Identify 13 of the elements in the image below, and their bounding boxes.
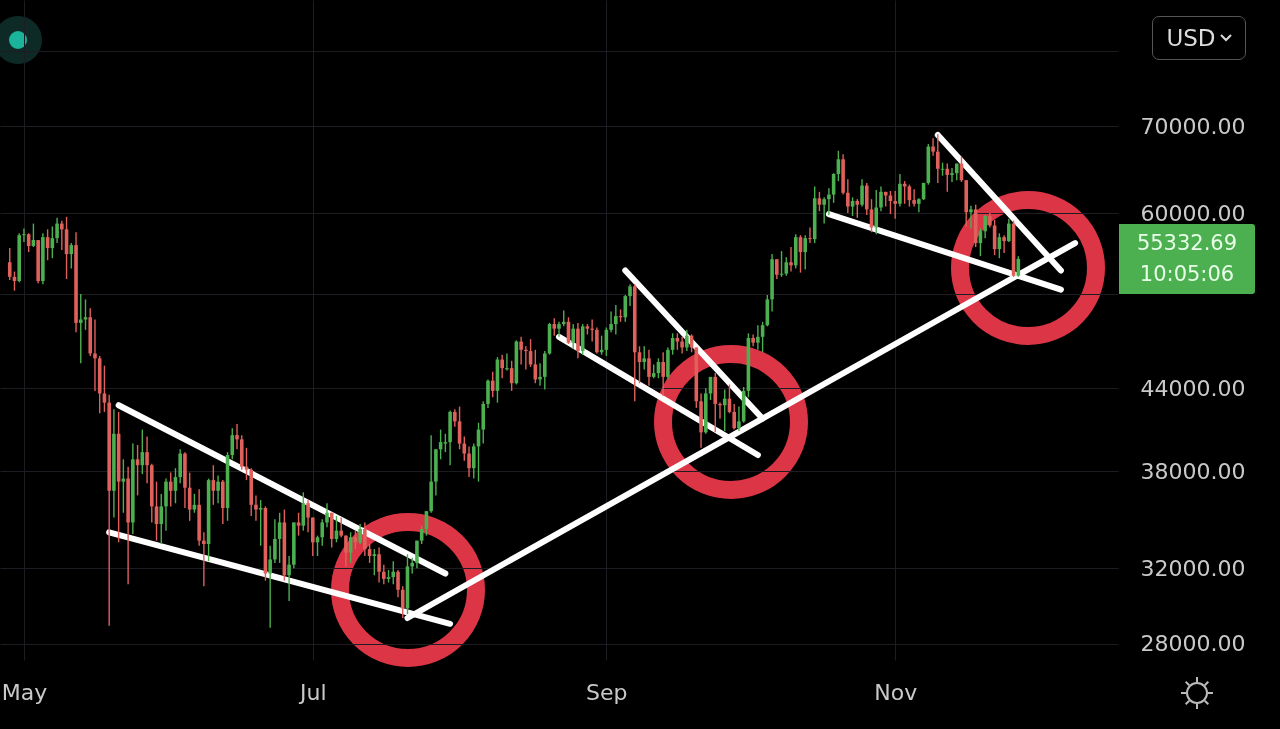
x-tick-label: Nov [874, 679, 918, 705]
y-tick-label: 32000.00 [1140, 555, 1246, 581]
y-tick-label: 38000.00 [1140, 458, 1246, 484]
text: USD [1166, 25, 1216, 51]
y-tick-label: 60000.00 [1140, 200, 1246, 226]
x-tick-label: May [1, 679, 48, 705]
y-tick-label: 70000.00 [1140, 113, 1246, 139]
y-tick-label: 28000.00 [1140, 631, 1246, 657]
x-tick-label: Sep [586, 679, 628, 705]
text: 10:05:06 [1138, 260, 1236, 288]
text: 55332.69 [1135, 229, 1239, 257]
y-tick-label: 44000.00 [1140, 375, 1246, 401]
x-tick-label: Jul [298, 679, 327, 705]
